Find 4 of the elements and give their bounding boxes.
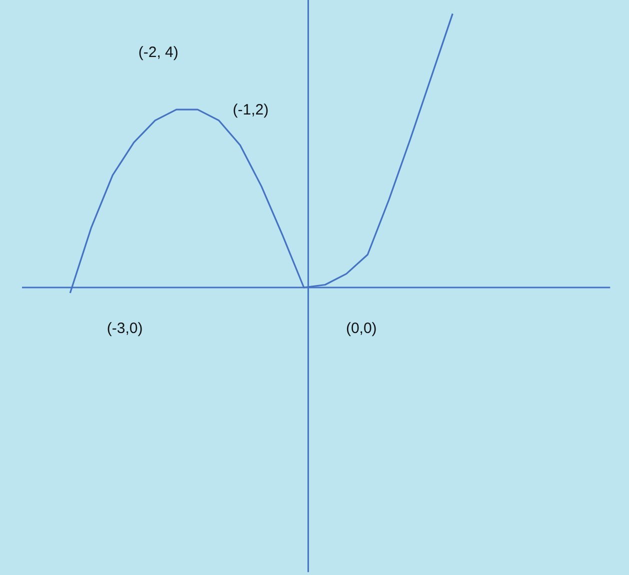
annotation: (-1,2): [232, 101, 269, 118]
text: (-3,0): [106, 320, 143, 337]
annotation: (-2, 4): [138, 44, 178, 61]
text: (0,0): [346, 320, 377, 337]
